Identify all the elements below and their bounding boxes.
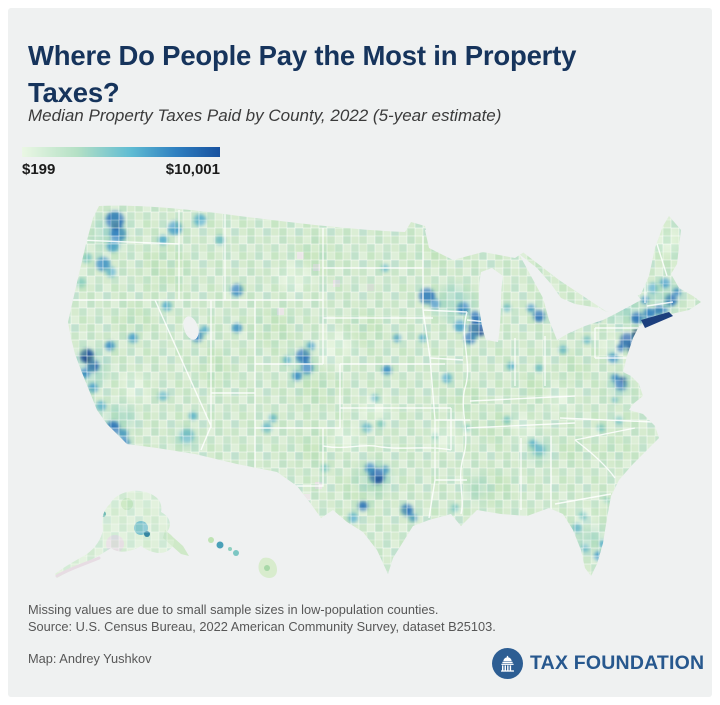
legend-max-label: $10,001: [165, 161, 220, 178]
choropleth-svg: [55, 205, 701, 578]
page-title: Where Do People Pay the Most in Property…: [28, 40, 577, 108]
long-island: [641, 312, 673, 328]
capitol-icon: [492, 647, 523, 679]
legend-gradient-bar: [22, 147, 220, 157]
map-credit: Map: Andrey Yushkov: [28, 651, 152, 666]
footnote-missing-values: Missing values are due to small sample s…: [28, 602, 439, 617]
footnotes: Missing values are due to small sample s…: [28, 601, 588, 636]
great-lakes: [183, 224, 641, 342]
brand-name: TAX FOUNDATION: [530, 651, 705, 674]
alaska-inset: [55, 490, 189, 578]
page-subtitle: Median Property Taxes Paid by County, 20…: [28, 106, 502, 125]
footnote-source: Source: U.S. Census Bureau, 2022 America…: [28, 619, 496, 635]
great-salt-lake: [183, 316, 199, 340]
brand-logo: TAX FOUNDATION: [492, 645, 704, 681]
hawaii-inset: [208, 537, 277, 578]
state-borders: [68, 210, 674, 519]
legend-min-label: $199: [22, 161, 56, 178]
legend-labels: $199 $10,001: [22, 161, 220, 178]
us-choropleth-map: [15, 188, 705, 602]
legend: $199 $10,001: [22, 147, 220, 178]
